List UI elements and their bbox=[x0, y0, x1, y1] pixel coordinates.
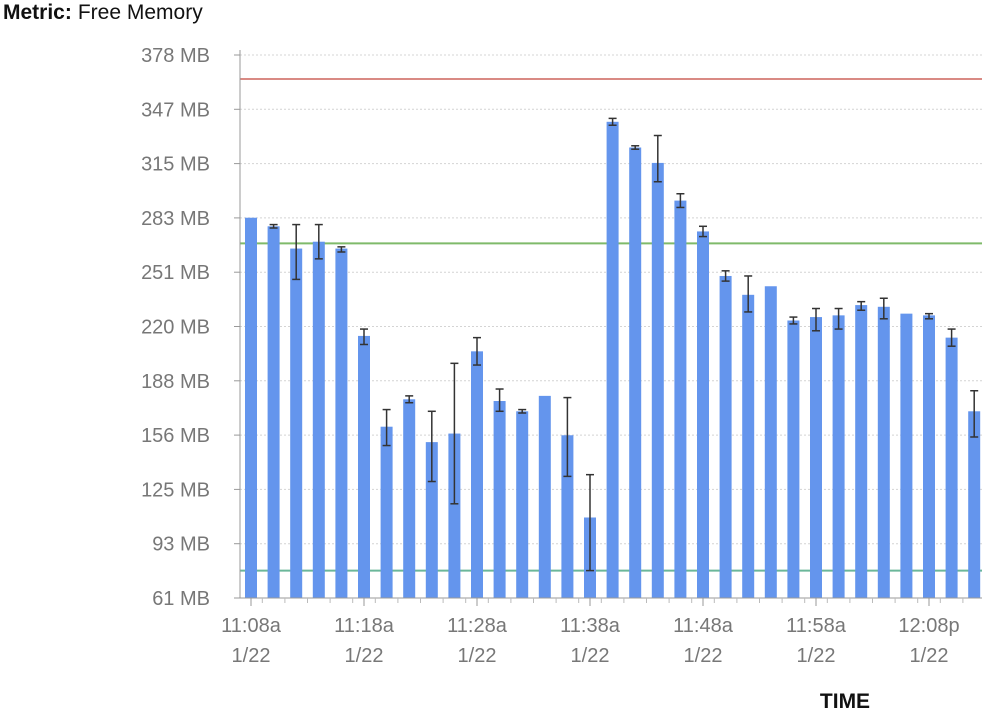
y-axis-ticks: 61 MB 93 MB 125 MB 156 MB 188 MB 220 MB 251 MB… bbox=[141, 45, 240, 610]
error-bar bbox=[382, 408, 391, 447]
metric-value: Free Memory bbox=[77, 1, 203, 24]
bar bbox=[945, 337, 958, 598]
x-tick-date-label: 1/22 bbox=[684, 645, 723, 667]
bar bbox=[290, 248, 303, 598]
error-bar bbox=[879, 297, 888, 320]
bar bbox=[900, 313, 913, 598]
bar bbox=[471, 351, 483, 598]
bar bbox=[267, 226, 280, 598]
error-bar bbox=[314, 223, 323, 260]
bar bbox=[380, 426, 393, 598]
x-tick-time-label: 11:28a bbox=[447, 615, 508, 637]
bar bbox=[764, 286, 777, 598]
x-tick-date-label: 1/22 bbox=[910, 645, 949, 667]
bar bbox=[787, 320, 800, 598]
error-bar bbox=[812, 307, 820, 332]
y-tick-label: 251 MB bbox=[141, 262, 210, 284]
error-bar bbox=[970, 389, 979, 438]
bar bbox=[651, 162, 664, 598]
error-bar bbox=[269, 223, 278, 229]
bar bbox=[742, 294, 755, 598]
bar bbox=[923, 315, 935, 598]
y-tick-label: 188 MB bbox=[141, 371, 210, 393]
error-bar bbox=[427, 410, 436, 483]
bar bbox=[719, 275, 732, 598]
y-tick-label: 125 MB bbox=[141, 479, 210, 501]
x-tick-time-label: 11:58a bbox=[786, 615, 847, 637]
x-tick-date-label: 1/22 bbox=[571, 645, 610, 667]
x-axis-title: TIME bbox=[820, 690, 870, 712]
error-bar bbox=[337, 246, 346, 253]
x-axis-ticks: 11:08a 1/22 11:18a 1/22 11:28a 1/22 11:38a 1/22… bbox=[221, 598, 964, 667]
bar bbox=[245, 217, 257, 599]
bar bbox=[606, 121, 619, 598]
metric-label: Metric: bbox=[3, 1, 72, 24]
y-tick-label: 93 MB bbox=[152, 534, 210, 556]
x-tick-time-label: 11:18a bbox=[334, 615, 395, 637]
x-tick-time-label: 12:08p bbox=[898, 615, 959, 637]
bar bbox=[403, 399, 416, 598]
error-bar bbox=[292, 223, 301, 281]
y-tick-label: 315 MB bbox=[141, 154, 210, 176]
error-bar bbox=[947, 328, 956, 347]
bar bbox=[335, 248, 348, 598]
error-bar bbox=[721, 270, 730, 282]
bar bbox=[855, 305, 868, 598]
y-tick-label: 378 MB bbox=[141, 45, 210, 67]
bar bbox=[968, 411, 981, 598]
y-tick-label: 220 MB bbox=[141, 317, 210, 339]
error-bar bbox=[857, 300, 866, 311]
bar bbox=[697, 231, 709, 598]
error-bar bbox=[631, 145, 640, 150]
bar bbox=[832, 315, 845, 598]
error-bar bbox=[925, 312, 933, 320]
error-bar bbox=[789, 316, 798, 325]
bar bbox=[516, 411, 529, 598]
y-tick-label: 347 MB bbox=[141, 99, 210, 121]
bar bbox=[448, 433, 461, 598]
error-bar bbox=[653, 134, 662, 183]
x-tick-time-label: 11:38a bbox=[560, 615, 621, 637]
bar bbox=[810, 317, 822, 598]
error-bar bbox=[450, 362, 459, 505]
bar bbox=[877, 306, 890, 598]
x-tick-time-label: 11:48a bbox=[673, 615, 734, 637]
x-tick-time-label: 11:08a bbox=[221, 615, 282, 637]
x-tick-date-label: 1/22 bbox=[458, 645, 497, 667]
y-tick-label: 61 MB bbox=[152, 588, 210, 610]
error-bar bbox=[495, 388, 504, 413]
x-tick-date-label: 1/22 bbox=[232, 645, 271, 667]
y-tick-label: 156 MB bbox=[141, 425, 210, 447]
error-bar bbox=[676, 192, 685, 209]
y-tick-label: 283 MB bbox=[141, 208, 210, 230]
bar bbox=[538, 395, 551, 598]
bar bbox=[674, 200, 687, 598]
error-bar bbox=[473, 336, 481, 366]
error-bar bbox=[586, 473, 594, 572]
error-bar bbox=[405, 395, 414, 404]
error-bar bbox=[360, 328, 368, 346]
x-tick-date-label: 1/22 bbox=[345, 645, 384, 667]
bar bbox=[312, 241, 325, 598]
error-bar bbox=[563, 396, 572, 478]
x-tick-date-label: 1/22 bbox=[797, 645, 836, 667]
bars bbox=[245, 121, 981, 599]
error-bar bbox=[518, 408, 527, 414]
bar bbox=[358, 335, 370, 598]
error-bars bbox=[269, 117, 979, 572]
error-bar bbox=[834, 307, 843, 330]
chart-title: Metric: Free Memory bbox=[3, 0, 203, 26]
bar bbox=[629, 147, 642, 599]
error-bar bbox=[608, 117, 617, 126]
error-bar bbox=[699, 225, 707, 238]
error-bar bbox=[744, 275, 753, 313]
bar bbox=[493, 401, 506, 598]
